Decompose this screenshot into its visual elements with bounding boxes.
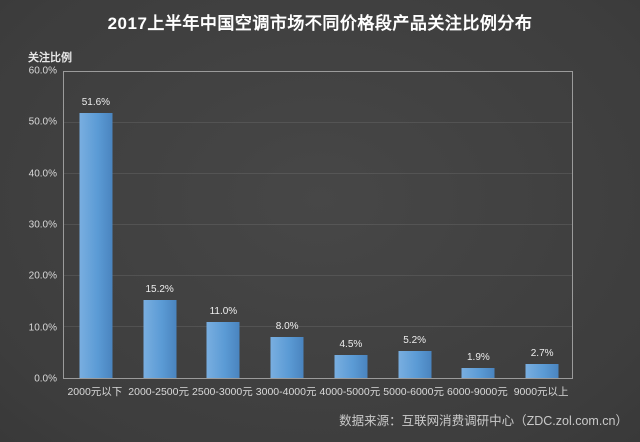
y-axis-title: 关注比例: [28, 52, 72, 64]
x-tick-label: 3000-4000元: [255, 386, 317, 398]
bar: [461, 368, 495, 378]
bar: [398, 351, 432, 378]
bar-slot: 2.7%: [510, 72, 574, 378]
bar-slot: 4.5%: [319, 72, 383, 378]
x-tick-label: 4000-5000元: [319, 386, 381, 398]
y-tick-label: 60.0%: [28, 65, 57, 77]
bar-value-label: 4.5%: [339, 338, 363, 350]
gridline: [64, 122, 572, 123]
bar: [525, 364, 559, 378]
x-tick-label: 2000元以下: [67, 386, 123, 398]
gridline: [64, 173, 572, 174]
y-tick-label: 0.0%: [34, 373, 57, 385]
gridline: [64, 275, 572, 276]
bar: [334, 354, 368, 378]
plot-area: 51.6% 15.2% 11.0% 8.0% 4.5% 5.2% 1.9% 2.7%: [63, 71, 573, 379]
y-tick-label: 30.0%: [28, 219, 57, 231]
chart-title: 2017上半年中国空调市场不同价格段产品关注比例分布: [107, 14, 533, 33]
bar-slot: 11.0%: [192, 72, 256, 378]
bar-slot: 51.6%: [64, 72, 128, 378]
x-tick-label: 2000-2500元: [128, 386, 189, 398]
bar-value-label: 2.7%: [530, 348, 554, 360]
bar-value-label: 51.6%: [81, 97, 111, 109]
bar-slot: 15.2%: [128, 72, 192, 378]
bar: [270, 336, 304, 378]
gridline: [64, 326, 572, 327]
y-tick-label: 50.0%: [28, 116, 57, 128]
bar-slot: 5.2%: [383, 72, 447, 378]
gridline: [64, 224, 572, 225]
bar-slot: 1.9%: [447, 72, 511, 378]
bar: [206, 321, 240, 378]
bar-value-label: 11.0%: [209, 305, 238, 317]
x-tick-label: 9000元以上: [513, 386, 569, 398]
x-tick-label: 5000-6000元: [383, 386, 444, 398]
x-tick-label: 6000-9000元: [447, 386, 508, 398]
bar: [79, 113, 113, 378]
y-tick-label: 40.0%: [28, 168, 57, 180]
bar: [143, 299, 177, 378]
bar-value-label: 15.2%: [145, 283, 174, 295]
y-tick-label: 10.0%: [28, 322, 57, 334]
x-tick-label: 2500-3000元: [192, 386, 253, 398]
bar-value-label: 8.0%: [275, 320, 299, 332]
bar-value-label: 5.2%: [403, 335, 427, 347]
bar-slot: 8.0%: [255, 72, 319, 378]
bar-value-label: 1.9%: [466, 352, 490, 364]
y-tick-label: 20.0%: [28, 270, 57, 282]
data-source: 数据来源：互联网消费调研中心（ZDC.zol.com.cn）: [339, 414, 628, 428]
